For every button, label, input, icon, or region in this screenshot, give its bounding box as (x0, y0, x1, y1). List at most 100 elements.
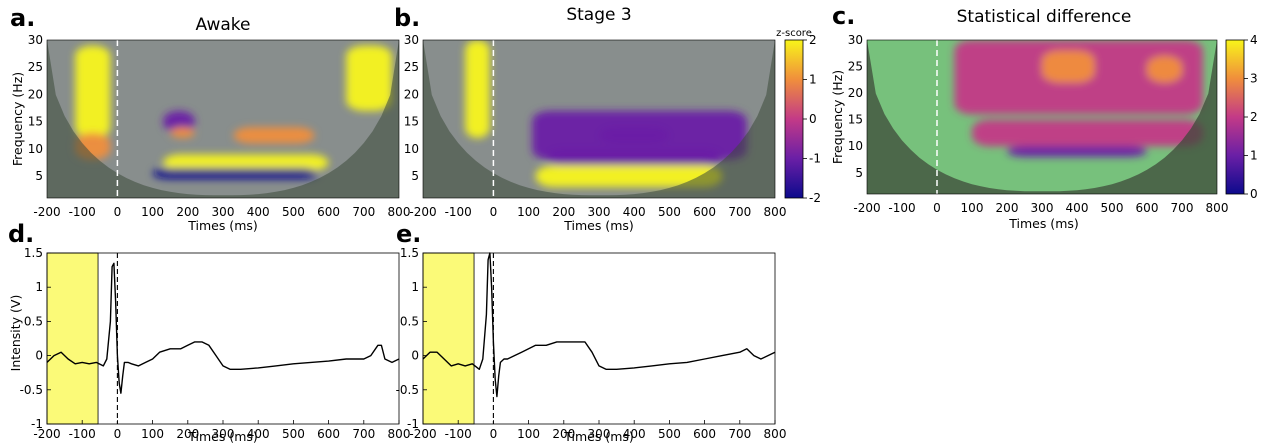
xtick-label-b: -100 (445, 205, 472, 219)
ytick-label-b: 15 (404, 115, 419, 129)
panel-letter-e: e. (396, 220, 421, 248)
panel-letter-d: d. (8, 220, 34, 248)
heatmap-blob-b-4 (599, 127, 670, 144)
xtick-label-a: 800 (388, 205, 411, 219)
ylabel-a: Frequency (Hz) (10, 72, 25, 166)
ytick-label-c: 20 (848, 86, 863, 100)
heatmap-blob-a-7 (346, 45, 392, 111)
colorbar-tick-label-b: -2 (809, 191, 821, 205)
plot-frame-a (46, 39, 400, 199)
xtick-label-c: 400 (1066, 201, 1089, 215)
xtick-label-d: 600 (317, 427, 340, 441)
heatmap-blob-a-5 (163, 154, 329, 171)
ytick-label-d: -0.5 (20, 383, 43, 397)
xtick-label-c: 800 (1206, 201, 1229, 215)
cone-of-influence-mask-a (47, 40, 399, 198)
plot-frame-b (422, 39, 776, 199)
ylabel-c: Frequency (Hz) (830, 70, 845, 164)
line-plot-d: -200 -100 0 100 200 300 400 500 600 700 800 -1 -0.5 0… (20, 246, 411, 441)
xlabel-c: Times (ms) (1008, 216, 1079, 231)
ytick-label-c: 15 (848, 113, 863, 127)
colorbar-tick-label-b: 1 (809, 73, 817, 87)
xtick-label-b: 700 (728, 205, 751, 219)
heatmap-blob-c-1 (972, 119, 1203, 147)
ytick-label-d: 1 (35, 280, 43, 294)
xtick-label-d: 500 (282, 427, 305, 441)
heatmap-blob-c-2 (1007, 146, 1147, 157)
xtick-label-c: 700 (1171, 201, 1194, 215)
heatmap-blob-b-2 (546, 148, 723, 166)
xtick-label-c: 600 (1136, 201, 1159, 215)
xtick-label-b: 800 (764, 205, 787, 219)
ytick-label-e: -0.5 (396, 383, 419, 397)
xtick-label-b: 600 (693, 205, 716, 219)
ytick-label-a: 25 (28, 60, 43, 74)
panel-title-c: Statistical difference (957, 7, 1132, 27)
heatmap-area-a (47, 40, 399, 198)
xtick-label-d: 300 (212, 427, 235, 441)
ytick-label-e: 1.5 (400, 246, 419, 260)
ytick-label-b: 20 (404, 87, 419, 101)
panel-d: d. -200 -100 0 100 200 300 400 500 600 700 800 -1 -0… (8, 220, 410, 443)
xtick-label-e: 100 (517, 427, 540, 441)
panel-letter-a: a. (10, 4, 35, 32)
baseline-window-e (422, 252, 475, 425)
ytick-label-d: 0 (35, 349, 43, 363)
panel-title-b: Stage 3 (566, 5, 631, 25)
xtick-label-c: 500 (1101, 201, 1124, 215)
ytick-label-a: 20 (28, 87, 43, 101)
ytick-label-d: 1.5 (24, 246, 43, 260)
colorbar-tick-label-b: 2 (809, 33, 817, 47)
xtick-label-a: 200 (176, 205, 199, 219)
ytick-label-e: -1 (407, 417, 419, 431)
colorbar-tick-label-c: 4 (1250, 33, 1258, 47)
panel-letter-c: c. (832, 2, 855, 30)
colorbar-tick-label-c: 0 (1250, 187, 1258, 201)
xtick-label-d: -200 (33, 427, 60, 441)
panel-title-a: Awake (196, 15, 251, 35)
ytick-label-a: 5 (35, 169, 43, 183)
xtick-label-a: 400 (247, 205, 270, 219)
xlabel-d: Times (ms) (187, 429, 258, 443)
xtick-label-a: 0 (114, 205, 122, 219)
xtick-label-a: -200 (33, 205, 60, 219)
xtick-label-b: 100 (517, 205, 540, 219)
xtick-label-a: 300 (212, 205, 235, 219)
xtick-label-e: 400 (623, 427, 646, 441)
xtick-label-a: 600 (317, 205, 340, 219)
ytick-label-e: 0.5 (400, 314, 419, 328)
baseline-window-d (46, 252, 99, 425)
xtick-label-d: 800 (388, 427, 411, 441)
xtick-label-e: 200 (552, 427, 575, 441)
colorbar-ticks-b: -2 -1 0 1 2 (803, 33, 821, 205)
panel-a: a. Awake -200 -100 0 100 200 300 400 500 600 700 8… (10, 4, 410, 233)
xtick-label-c: 200 (996, 201, 1019, 215)
panel-b: b. Stage 3 -200 -100 0 100 200 300 400 500 600 70… (394, 4, 821, 233)
heatmap-blob-b-0 (465, 40, 490, 139)
xtick-label-b: 400 (623, 205, 646, 219)
xtick-label-a: -100 (69, 205, 96, 219)
plot-frame-e (422, 252, 776, 425)
panel-e: e. -200 -100 0 100 200 300 400 500 600 700 800 -1 -0… (396, 220, 787, 443)
xtick-label-b: 500 (658, 205, 681, 219)
ytick-label-c: 30 (848, 33, 863, 47)
heatmap-blob-a-0 (75, 45, 111, 139)
erp-trace-e (422, 252, 776, 398)
ytick-label-a: 30 (28, 33, 43, 47)
plot-frame-d (46, 252, 400, 425)
xtick-label-e: -100 (445, 427, 472, 441)
heatmap-blob-a-6 (152, 168, 319, 179)
colorbar-tick-label-c: 3 (1250, 72, 1258, 86)
heatmap-blob-c-4 (1147, 55, 1182, 83)
heatmap-blob-a-2 (163, 110, 195, 133)
cone-of-influence-mask-c (867, 40, 1217, 194)
ytick-label-b: 25 (404, 60, 419, 74)
xtick-label-c: 300 (1031, 201, 1054, 215)
heatmap-blob-b-3 (535, 165, 723, 188)
ytick-label-c: 5 (855, 166, 863, 180)
cone-of-influence-mask-b (423, 40, 775, 198)
heatmap-blob-c-3 (1042, 50, 1095, 83)
xtick-label-b: 0 (490, 205, 498, 219)
heatmap-blobs-b (465, 40, 747, 188)
